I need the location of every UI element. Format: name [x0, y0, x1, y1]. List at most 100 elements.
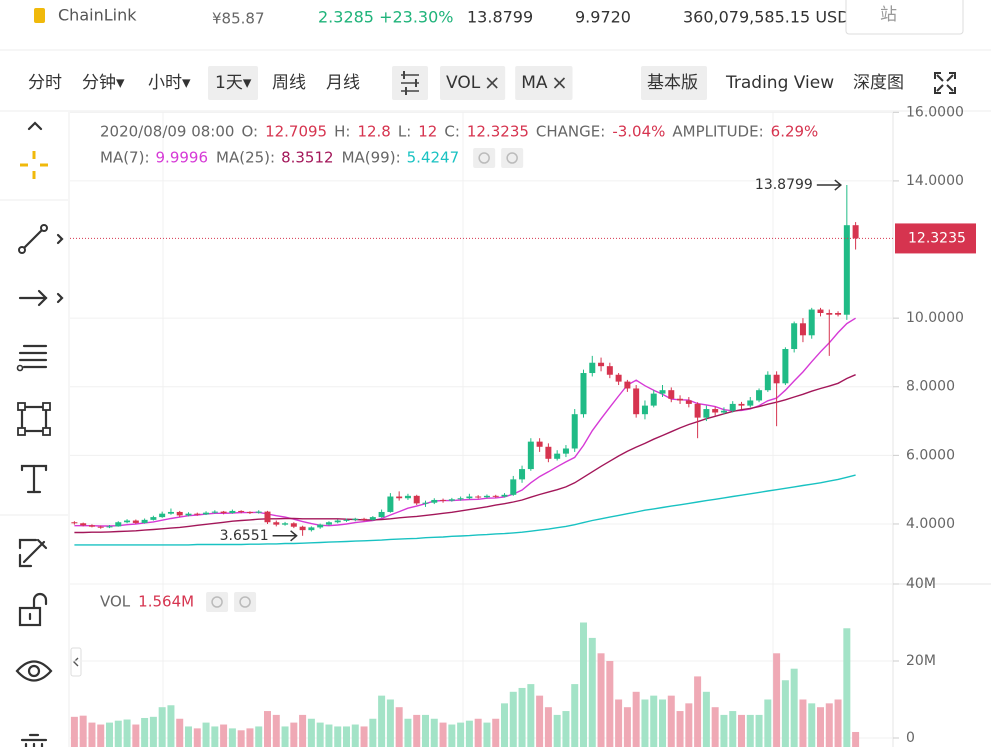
volume-bar — [659, 699, 666, 747]
candle-body — [361, 518, 368, 520]
vol-legend-name: VOL — [100, 593, 131, 611]
indicator-chip[interactable] — [515, 66, 573, 100]
candle-body — [545, 446, 552, 459]
volume-bar — [220, 724, 228, 747]
toggle-button[interactable] — [206, 592, 229, 612]
volume-bar — [316, 722, 324, 747]
volume-bar — [518, 687, 526, 747]
remove-icon[interactable] — [486, 77, 498, 89]
interval-tab[interactable]: 1天▾ — [215, 73, 252, 93]
candle-body — [317, 524, 324, 528]
info-date: 2020/08/09 08:00 — [100, 123, 234, 141]
volume-bar — [685, 703, 693, 747]
sidebar — [0, 112, 68, 747]
lines-tool[interactable] — [16, 344, 48, 372]
volume-bar — [641, 699, 649, 747]
eye-tool[interactable] — [15, 660, 53, 682]
info-label: AMPLITUDE: — [672, 123, 763, 141]
interval-tab[interactable]: 分时 — [28, 73, 62, 93]
toggle-icon[interactable] — [211, 596, 223, 608]
toggle-button[interactable] — [234, 592, 257, 612]
pencil-tool[interactable] — [18, 538, 48, 568]
volume-bar — [588, 637, 596, 747]
volume-bar — [536, 695, 544, 747]
remove-icon[interactable] — [553, 77, 566, 89]
candle-body — [738, 403, 745, 406]
crosshair-tool[interactable] — [20, 151, 48, 179]
view-tab[interactable]: 深度图 — [853, 73, 904, 93]
volume-bar — [606, 661, 614, 747]
volume-bar — [149, 716, 157, 747]
volume-bar — [70, 716, 78, 747]
candle-body — [220, 511, 227, 513]
ma-line — [74, 317, 856, 527]
candle-body — [852, 225, 859, 239]
candle-body — [124, 520, 131, 523]
interval-tab[interactable]: 分钟▾ — [82, 73, 125, 93]
indicator-chip[interactable] — [440, 66, 506, 100]
toggle-icon[interactable] — [239, 596, 251, 608]
fullscreen-icon[interactable] — [934, 72, 956, 94]
indicator-label[interactable]: VOL — [446, 73, 481, 93]
rect-tool[interactable] — [17, 402, 51, 436]
toggle-button[interactable] — [501, 148, 524, 168]
low-annotation: 3.6551 — [220, 528, 269, 544]
volume-bar — [492, 718, 500, 747]
candle-body — [782, 349, 789, 384]
station-button[interactable] — [845, 0, 964, 35]
volume-bar — [404, 718, 412, 747]
line-tool[interactable] — [18, 224, 64, 254]
indicator-label[interactable]: MA — [521, 73, 548, 93]
candle-body — [334, 520, 341, 523]
scroll-handle-arrow[interactable] — [73, 657, 79, 667]
info-value: 6.29% — [771, 123, 819, 141]
toggle-icon[interactable] — [478, 152, 490, 164]
collapse-icon[interactable] — [27, 121, 43, 131]
scroll-handle[interactable] — [70, 647, 82, 677]
volume-bar — [299, 714, 307, 747]
candle-body — [352, 518, 359, 520]
y-tick-label: 10.0000 — [906, 310, 964, 326]
volume-bar — [281, 726, 289, 747]
candle-body — [536, 441, 543, 447]
candle-body — [773, 374, 780, 384]
volume-bar — [615, 699, 623, 747]
volume-bar — [255, 726, 263, 747]
candle-body — [501, 494, 508, 497]
candle-body — [299, 526, 306, 531]
trash-tool[interactable] — [20, 733, 48, 747]
volume-bar — [123, 719, 131, 747]
candle-body — [554, 453, 561, 459]
volume-bar — [351, 724, 359, 747]
vol-tick-label: 0 — [906, 730, 915, 746]
view-tab[interactable]: Trading View — [725, 73, 834, 93]
y-tick-label: 8.0000 — [906, 379, 955, 395]
toggle-button[interactable] — [473, 148, 496, 168]
toggle-icon[interactable] — [506, 152, 518, 164]
interval-tab[interactable]: 月线 — [326, 73, 360, 93]
candle-body — [431, 499, 438, 503]
volume-bar — [799, 699, 807, 747]
text-tool[interactable] — [20, 464, 48, 494]
volume-bar — [746, 714, 754, 747]
interval-tab[interactable]: 小时▾ — [148, 73, 191, 93]
candle-body — [510, 479, 517, 495]
info-label: O: — [241, 123, 258, 141]
info-value: 12.3235 — [467, 123, 529, 141]
volume-bar — [474, 718, 482, 747]
lock-tool[interactable] — [18, 592, 48, 627]
volume-bar — [343, 726, 350, 747]
volume-bar — [729, 711, 737, 747]
interval-tab[interactable]: 周线 — [272, 73, 306, 93]
volume-bar — [237, 730, 245, 747]
info-label: L: — [398, 123, 411, 141]
view-tab[interactable]: 基本版 — [647, 73, 698, 93]
station-button-label[interactable]: 站 — [880, 5, 897, 25]
candle-body — [615, 374, 622, 382]
candle-body — [685, 400, 692, 404]
arrow-tool[interactable] — [18, 289, 64, 307]
volume-bar — [114, 720, 122, 747]
volume-bar — [632, 691, 640, 747]
